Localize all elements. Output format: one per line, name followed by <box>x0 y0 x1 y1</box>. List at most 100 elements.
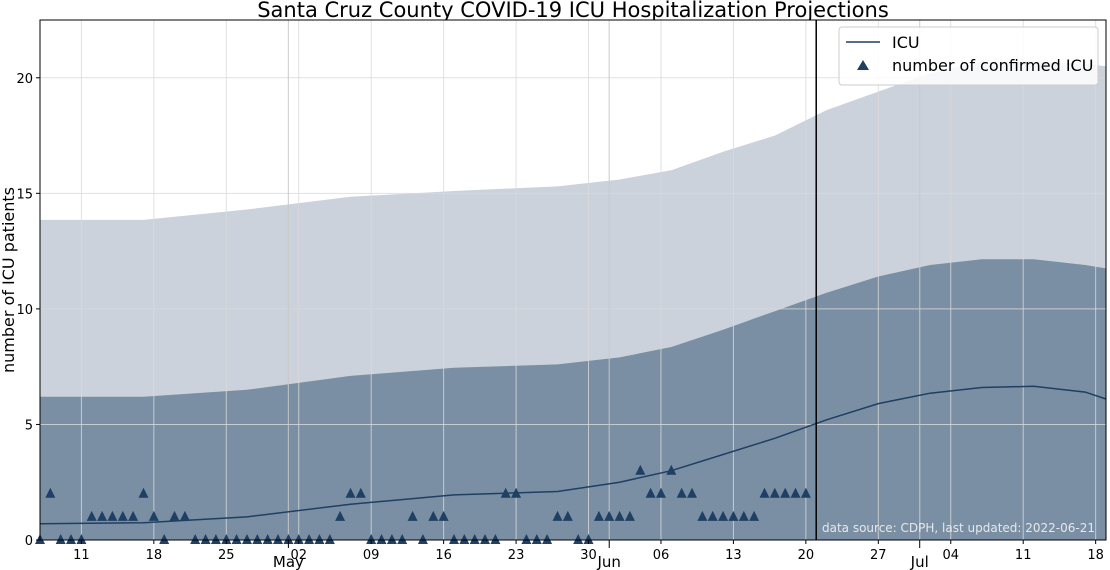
x-tick-label: 04 <box>942 548 959 563</box>
x-tick-label: 20 <box>798 548 815 563</box>
confirmed-icu-marker <box>179 510 190 521</box>
confirmed-icu-marker <box>386 534 397 544</box>
confirmed-icu-marker <box>459 534 470 544</box>
confirmed-icu-marker <box>738 510 749 521</box>
confirmed-icu-marker <box>148 510 159 521</box>
confirmed-icu-marker <box>593 510 604 521</box>
confirmed-icu-marker <box>718 510 729 521</box>
confirmed-icu-marker <box>417 534 428 544</box>
legend-confirmed-label: number of confirmed ICU <box>892 56 1093 75</box>
confirmed-icu-marker <box>210 534 221 544</box>
confirmed-icu-marker <box>624 510 635 521</box>
confirmed-icu-marker <box>469 534 480 544</box>
confirmed-icu-marker <box>759 487 770 498</box>
confirmed-icu-marker <box>128 510 139 521</box>
confirmed-icu-marker <box>355 487 366 498</box>
confirmed-icu-marker <box>531 534 542 544</box>
confirmed-icu-marker <box>159 534 170 544</box>
x-tick-label: 11 <box>73 548 90 563</box>
confirmed-icu-marker <box>190 534 201 544</box>
confirmed-icu-marker <box>562 510 573 521</box>
y-tick-label: 20 <box>16 72 33 87</box>
confirmed-icu-marker <box>76 534 87 544</box>
confirmed-icu-marker <box>283 534 294 544</box>
month-label: Jul <box>910 553 929 570</box>
confirmed-icu-marker <box>676 487 687 498</box>
confirmed-icu-marker <box>749 510 760 521</box>
confirmed-icu-marker <box>800 487 811 498</box>
legend: ICU number of confirmed ICU <box>838 26 1099 86</box>
confirmed-icu-marker <box>304 534 315 544</box>
icu-projection-line <box>39 385 1107 525</box>
confirmed-icu-marker <box>107 510 118 521</box>
confirmed-icu-marker <box>428 510 439 521</box>
confirmed-icu-marker <box>521 534 532 544</box>
confirmed-icu-marker <box>438 510 449 521</box>
month-label: Jun <box>597 553 621 570</box>
x-tick-label: 25 <box>218 548 235 563</box>
confirmed-icu-marker <box>449 534 459 544</box>
confirmed-icu-marker <box>242 534 252 544</box>
confirmed-icu-marker <box>407 510 418 521</box>
x-tick-label: 23 <box>508 548 525 563</box>
confirmed-icu-marker <box>542 534 553 544</box>
confirmed-icu-marker <box>324 534 335 544</box>
legend-frame <box>838 26 1099 86</box>
confirmed-icu-marker <box>221 534 232 544</box>
x-tick-label: 18 <box>1087 548 1104 563</box>
confirmed-icu-marker <box>376 534 387 544</box>
confirmed-icu-marker <box>335 510 346 521</box>
confirmed-icu-marker <box>790 487 801 498</box>
confirmed-icu-marker <box>345 487 356 498</box>
confirmed-icu-marker <box>614 510 625 521</box>
axes-frame <box>39 19 1107 541</box>
confirmed-icu-marker <box>366 534 377 544</box>
x-tick-label: 16 <box>435 548 452 563</box>
confirmed-icu-marker <box>780 487 791 498</box>
confirmed-icu-marker <box>397 534 408 544</box>
confirmed-icu-marker <box>66 534 76 544</box>
confirmed-icu-marker <box>583 534 594 544</box>
data-source-annotation: data source: CDPH, last updated: 2022-06… <box>822 521 1095 535</box>
confirmed-icu-marker <box>687 487 697 498</box>
x-tick-label: 02 <box>290 548 307 563</box>
confirmed-icu-marker <box>293 534 304 544</box>
confirmed-icu-marker <box>480 534 490 544</box>
x-tick-label: 30 <box>580 548 597 563</box>
confirmed-icu-marker <box>262 534 273 544</box>
confirmed-icu-marker <box>769 487 780 498</box>
legend-confirmed-swatch <box>857 60 869 70</box>
confirmed-icu-marker <box>635 464 646 475</box>
x-tick-label: 06 <box>653 548 670 563</box>
confirmed-icu-marker <box>604 510 615 521</box>
confirmed-icu-marker <box>138 487 149 498</box>
confirmed-icu-marker <box>86 510 97 521</box>
y-tick-label: 10 <box>16 303 33 318</box>
confirmed-icu-marker <box>552 510 563 521</box>
x-tick-label: 09 <box>363 548 380 563</box>
chart-title: Santa Cruz County COVID-19 ICU Hospitali… <box>257 0 889 22</box>
confirmed-icu-marker <box>490 534 501 544</box>
month-label: May <box>273 553 304 570</box>
legend-icu-label: ICU <box>892 33 920 52</box>
confirmed-icu-marker <box>55 534 66 544</box>
x-tick-label: 27 <box>870 548 887 563</box>
confirmed-icu-marker <box>169 510 180 521</box>
confirmed-icu-marker <box>656 487 666 498</box>
confirmed-icu-marker <box>200 534 211 544</box>
x-tick-label: 11 <box>1015 548 1032 563</box>
confirmed-icu-marker <box>645 487 656 498</box>
confirmed-icu-marker <box>231 534 242 544</box>
confirmed-icu-marker <box>500 487 511 498</box>
confirmed-icu-marker <box>697 510 708 521</box>
confirmed-icu-marker <box>273 534 283 544</box>
confirmed-icu-marker <box>252 534 263 544</box>
confirmed-icu-marker <box>728 510 739 521</box>
x-tick-label: 13 <box>725 548 742 563</box>
confirmed-icu-marker <box>314 534 325 544</box>
x-tick-label: 18 <box>146 548 163 563</box>
y-axis-label: number of ICU patients <box>0 187 18 373</box>
y-tick-label: 0 <box>25 534 33 549</box>
confirmed-icu-marker <box>117 510 128 521</box>
